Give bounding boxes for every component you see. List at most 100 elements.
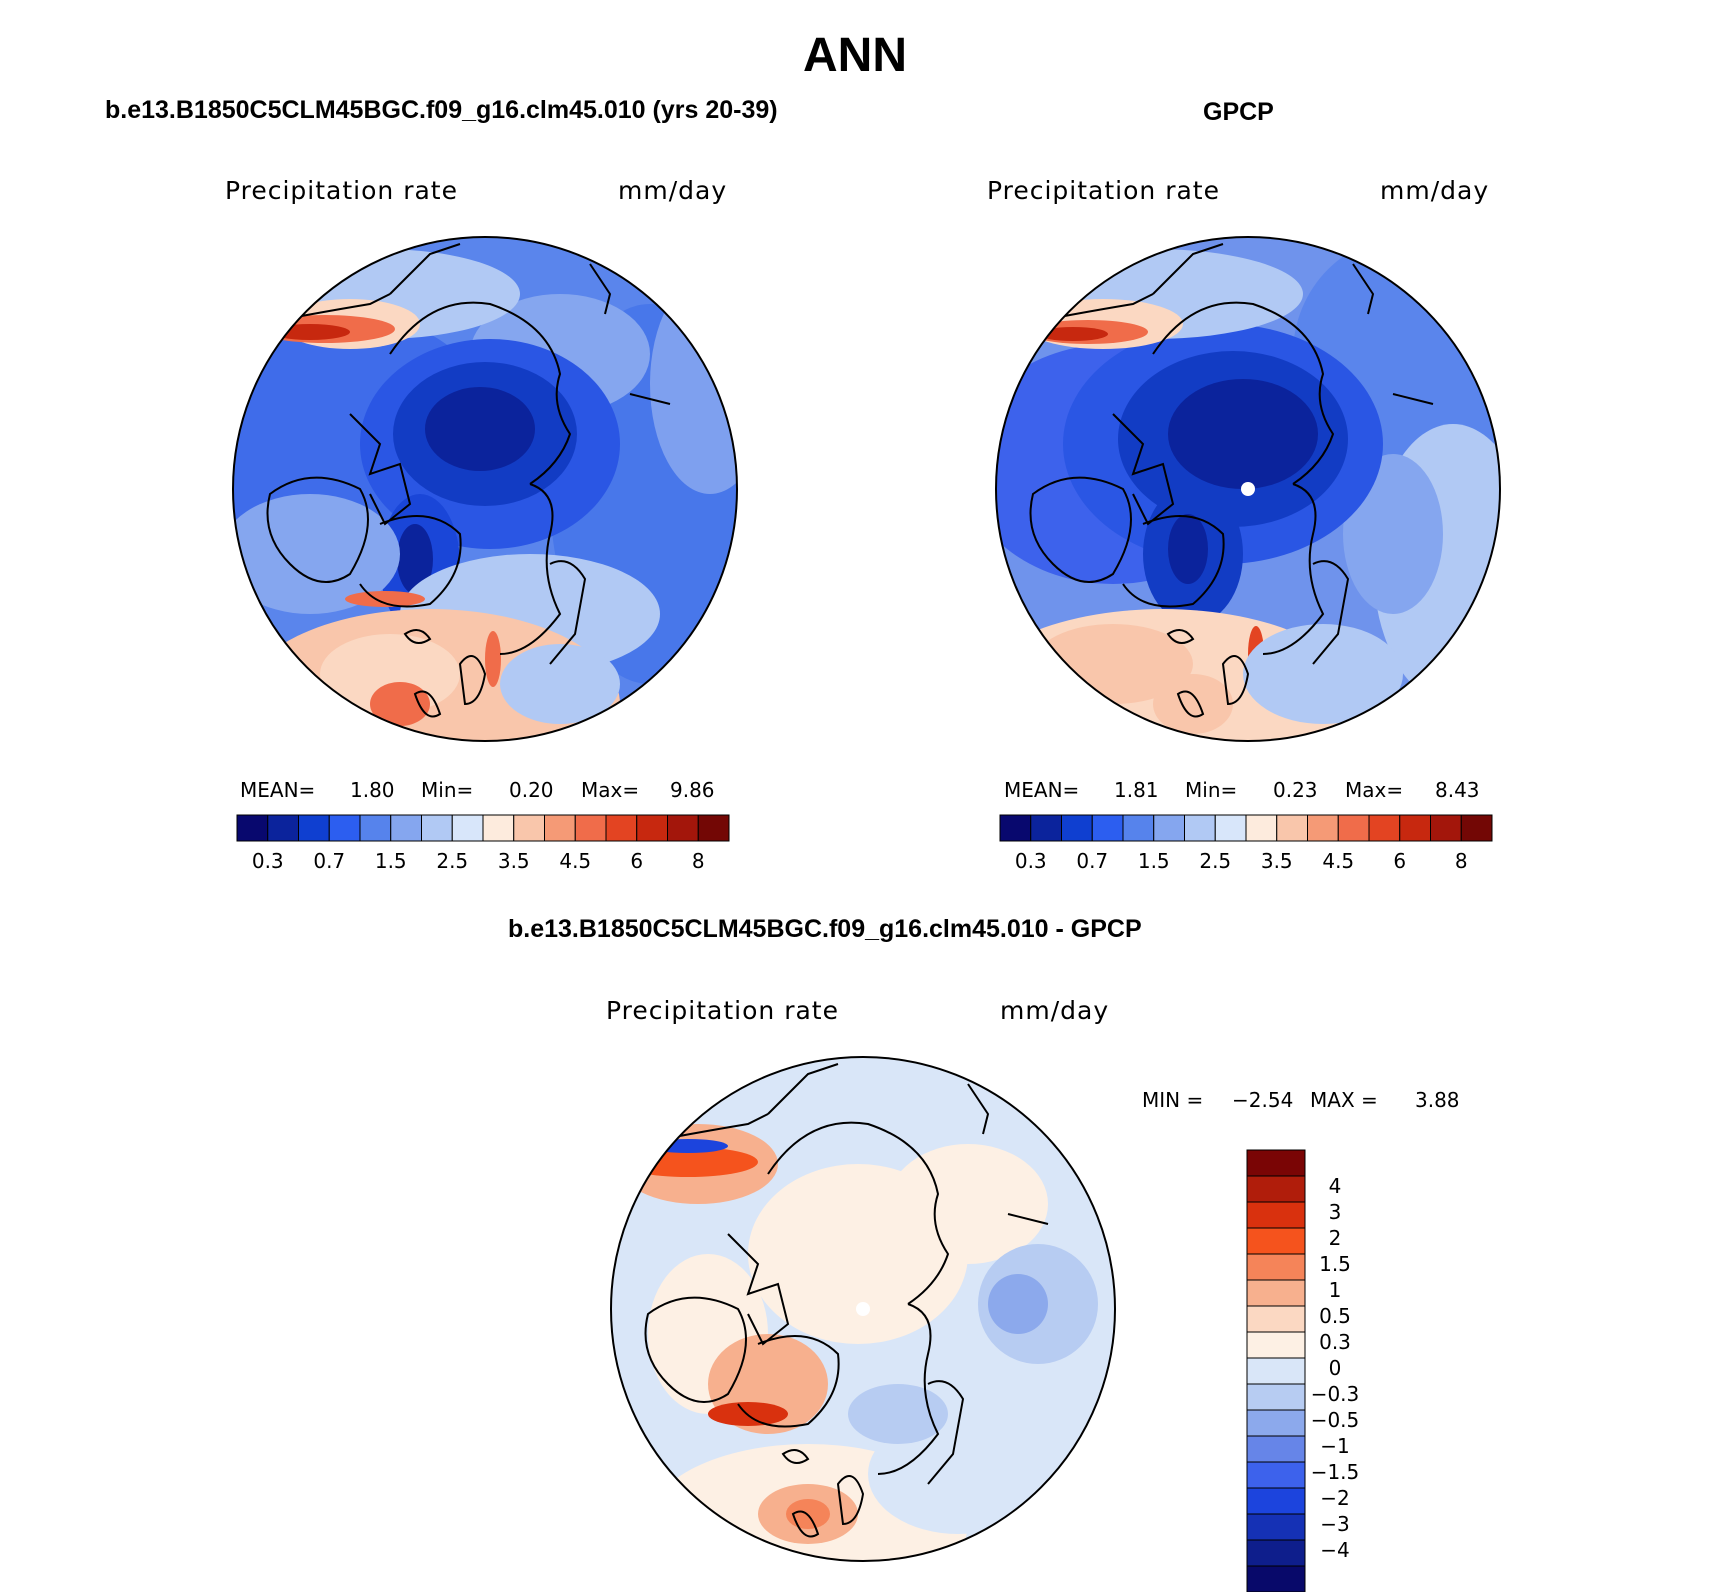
obs-colorbar-tick-label: 6	[1393, 849, 1407, 873]
obs-colorbar-tick-label: 1.5	[1137, 849, 1170, 873]
diff-min-value: −2.54	[1232, 1088, 1294, 1112]
figure-title: ANN	[803, 29, 907, 82]
diff-colorbar-swatch	[1246, 1435, 1306, 1463]
diff-colorbar-tick-label: −3	[1320, 1512, 1350, 1536]
model-mean-value: 1.80	[350, 778, 395, 802]
obs-colorbar	[999, 814, 1493, 842]
model-colorbar-tick-label: 3.5	[497, 849, 530, 873]
model-colorbar-swatch	[236, 814, 269, 842]
diff-colorbar-swatch	[1246, 1565, 1306, 1592]
obs-units-label: mm/day	[1380, 176, 1490, 205]
model-colorbar-swatch	[421, 814, 453, 842]
model-colorbar-swatch	[513, 814, 545, 842]
obs-colorbar-swatch	[1399, 814, 1431, 842]
diff-colorbar-tick-label: −4	[1320, 1538, 1350, 1562]
model-colorbar-swatch	[328, 814, 361, 842]
obs-colorbar-tick-label: 3.5	[1260, 849, 1293, 873]
diff-colorbar-swatch	[1246, 1409, 1306, 1437]
model-colorbar-swatch	[574, 814, 607, 842]
model-colorbar-swatch	[390, 814, 422, 842]
diff-colorbar-tick-label: −0.3	[1310, 1382, 1360, 1406]
diff-colorbar-swatch	[1246, 1357, 1306, 1385]
model-colorbar-tick-label: 0.3	[251, 849, 284, 873]
diff-variable-label: Precipitation rate	[606, 996, 839, 1025]
diff-units-label: mm/day	[1000, 996, 1110, 1025]
model-colorbar-swatch	[636, 814, 668, 842]
obs-colorbar-swatch	[1337, 814, 1370, 842]
model-colorbar-tick-label: 8	[691, 849, 705, 873]
model-colorbar-swatch	[298, 814, 330, 842]
diff-colorbar-swatch	[1246, 1279, 1306, 1307]
diff-colorbar-tick-label: −0.5	[1310, 1408, 1360, 1432]
model-max-value: 9.86	[670, 778, 715, 802]
model-colorbar-tick-label: 6	[630, 849, 644, 873]
diff-colorbar-swatch	[1246, 1175, 1306, 1203]
model-colorbar-swatch	[544, 814, 576, 842]
diff-colorbar-swatch	[1246, 1487, 1306, 1515]
model-mean-label: MEAN=	[240, 778, 316, 802]
model-colorbar-swatch	[267, 814, 299, 842]
model-max-label: Max=	[581, 778, 640, 802]
model-colorbar	[236, 814, 730, 842]
model-min-value: 0.20	[509, 778, 554, 802]
model-colorbar-tick-label: 4.5	[559, 849, 592, 873]
model-colorbar-swatch	[482, 814, 515, 842]
model-colorbar-tick-label: 2.5	[436, 849, 469, 873]
diff-colorbar-tick-label: 3	[1328, 1200, 1342, 1224]
diff-colorbar-swatch	[1246, 1513, 1306, 1541]
obs-max-value: 8.43	[1435, 778, 1480, 802]
diff-min-label: MIN =	[1142, 1088, 1204, 1112]
obs-panel-title: GPCP	[1203, 98, 1274, 126]
obs-variable-label: Precipitation rate	[987, 176, 1220, 205]
diff-colorbar-swatch	[1246, 1539, 1306, 1567]
model-colorbar-swatch	[605, 814, 638, 842]
obs-colorbar-swatch	[1307, 814, 1339, 842]
diff-max-value: 3.88	[1415, 1088, 1460, 1112]
diff-colorbar-tick-label: 0	[1328, 1356, 1342, 1380]
model-colorbar-swatch	[667, 814, 699, 842]
obs-min-value: 0.23	[1273, 778, 1318, 802]
diff-colorbar-tick-label: 4	[1328, 1174, 1342, 1198]
diff-panel-title: b.e13.B1850C5CLM45BGC.f09_g16.clm45.010 …	[508, 915, 1142, 943]
diff-colorbar-swatch	[1246, 1305, 1306, 1333]
obs-colorbar-swatch	[1368, 814, 1401, 842]
diff-colorbar-tick-label: 0.5	[1319, 1304, 1351, 1328]
diff-colorbar-tick-label: 0.3	[1319, 1330, 1351, 1354]
diff-colorbar-swatch	[1246, 1461, 1306, 1489]
obs-colorbar-swatch	[1184, 814, 1216, 842]
diff-colorbar-tick-label: 1.5	[1319, 1252, 1351, 1276]
obs-colorbar-swatch	[999, 814, 1032, 842]
model-precip-map	[232, 236, 738, 742]
obs-colorbar-tick-label: 8	[1454, 849, 1468, 873]
diff-colorbar-swatch	[1246, 1253, 1306, 1281]
model-colorbar-swatch	[359, 814, 392, 842]
obs-colorbar-tick-label: 4.5	[1322, 849, 1355, 873]
obs-mean-label: MEAN=	[1004, 778, 1080, 802]
obs-colorbar-swatch	[1276, 814, 1308, 842]
diff-colorbar-swatch	[1246, 1383, 1306, 1411]
obs-precip-map	[995, 236, 1501, 742]
model-units-label: mm/day	[618, 176, 728, 205]
obs-colorbar-tick-label: 2.5	[1199, 849, 1232, 873]
model-variable-label: Precipitation rate	[225, 176, 458, 205]
diff-colorbar	[1246, 1149, 1306, 1592]
diff-colorbar-tick-label: −1.5	[1310, 1460, 1360, 1484]
obs-colorbar-swatch	[1030, 814, 1062, 842]
model-colorbar-tick-label: 1.5	[374, 849, 407, 873]
obs-colorbar-tick-label: 0.3	[1014, 849, 1047, 873]
obs-colorbar-swatch	[1430, 814, 1462, 842]
obs-colorbar-swatch	[1122, 814, 1155, 842]
obs-min-label: Min=	[1185, 778, 1238, 802]
diff-colorbar-swatch	[1246, 1149, 1306, 1177]
obs-colorbar-swatch	[1460, 814, 1493, 842]
diff-colorbar-swatch	[1246, 1201, 1306, 1229]
diff-colorbar-tick-label: 2	[1328, 1226, 1342, 1250]
diff-colorbar-tick-label: −1	[1320, 1434, 1350, 1458]
diff-colorbar-tick-label: −2	[1320, 1486, 1350, 1510]
diff-colorbar-swatch	[1246, 1227, 1306, 1255]
model-colorbar-swatch	[697, 814, 730, 842]
obs-max-label: Max=	[1345, 778, 1404, 802]
obs-colorbar-tick-label: 0.7	[1076, 849, 1109, 873]
obs-colorbar-swatch	[1091, 814, 1124, 842]
obs-colorbar-swatch	[1153, 814, 1185, 842]
